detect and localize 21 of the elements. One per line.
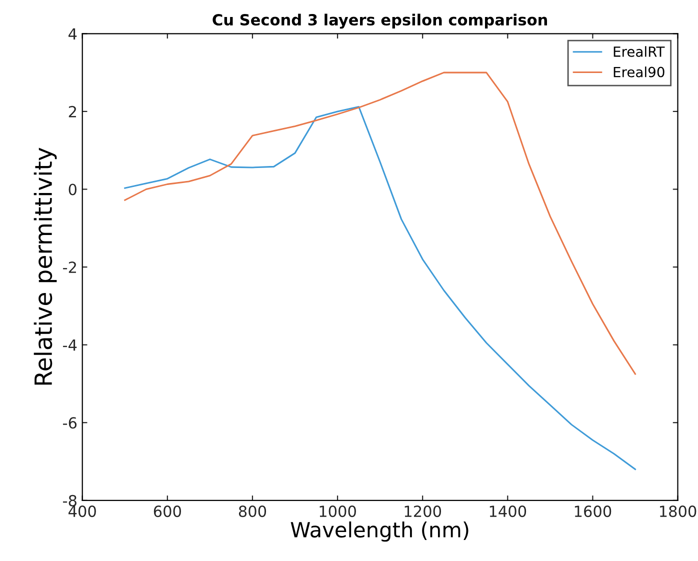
x-tick-label: 1600 (574, 506, 612, 518)
y-tick-label: -2 (63, 262, 76, 273)
y-tick-label: 0 (68, 184, 76, 196)
x-tick-label: 800 (238, 506, 266, 518)
x-tick-label: 1200 (404, 506, 442, 518)
x-tick-label: 1800 (660, 506, 696, 518)
y-axis-title: Relative permittivity (34, 148, 57, 385)
x-tick-label: 400 (68, 506, 96, 518)
x-axis-title: Wavelength (nm) (290, 521, 468, 542)
line-series (124, 106, 636, 470)
y-tick-label: 2 (68, 106, 76, 118)
x-tick-label: 1400 (490, 506, 526, 518)
y-tick-label: -6 (63, 417, 77, 429)
x-tick-label: 1000 (320, 506, 356, 518)
legend-label: Ereal90 (614, 66, 664, 78)
chart-title: Cu Second 3 layers epsilon comparison (212, 14, 547, 29)
legend-label: ErealRT (614, 46, 665, 57)
x-tick-label: 600 (154, 506, 181, 518)
y-tick-label: -4 (63, 339, 77, 351)
y-tick-label: -8 (63, 494, 76, 506)
y-tick-label: 4 (68, 28, 77, 40)
